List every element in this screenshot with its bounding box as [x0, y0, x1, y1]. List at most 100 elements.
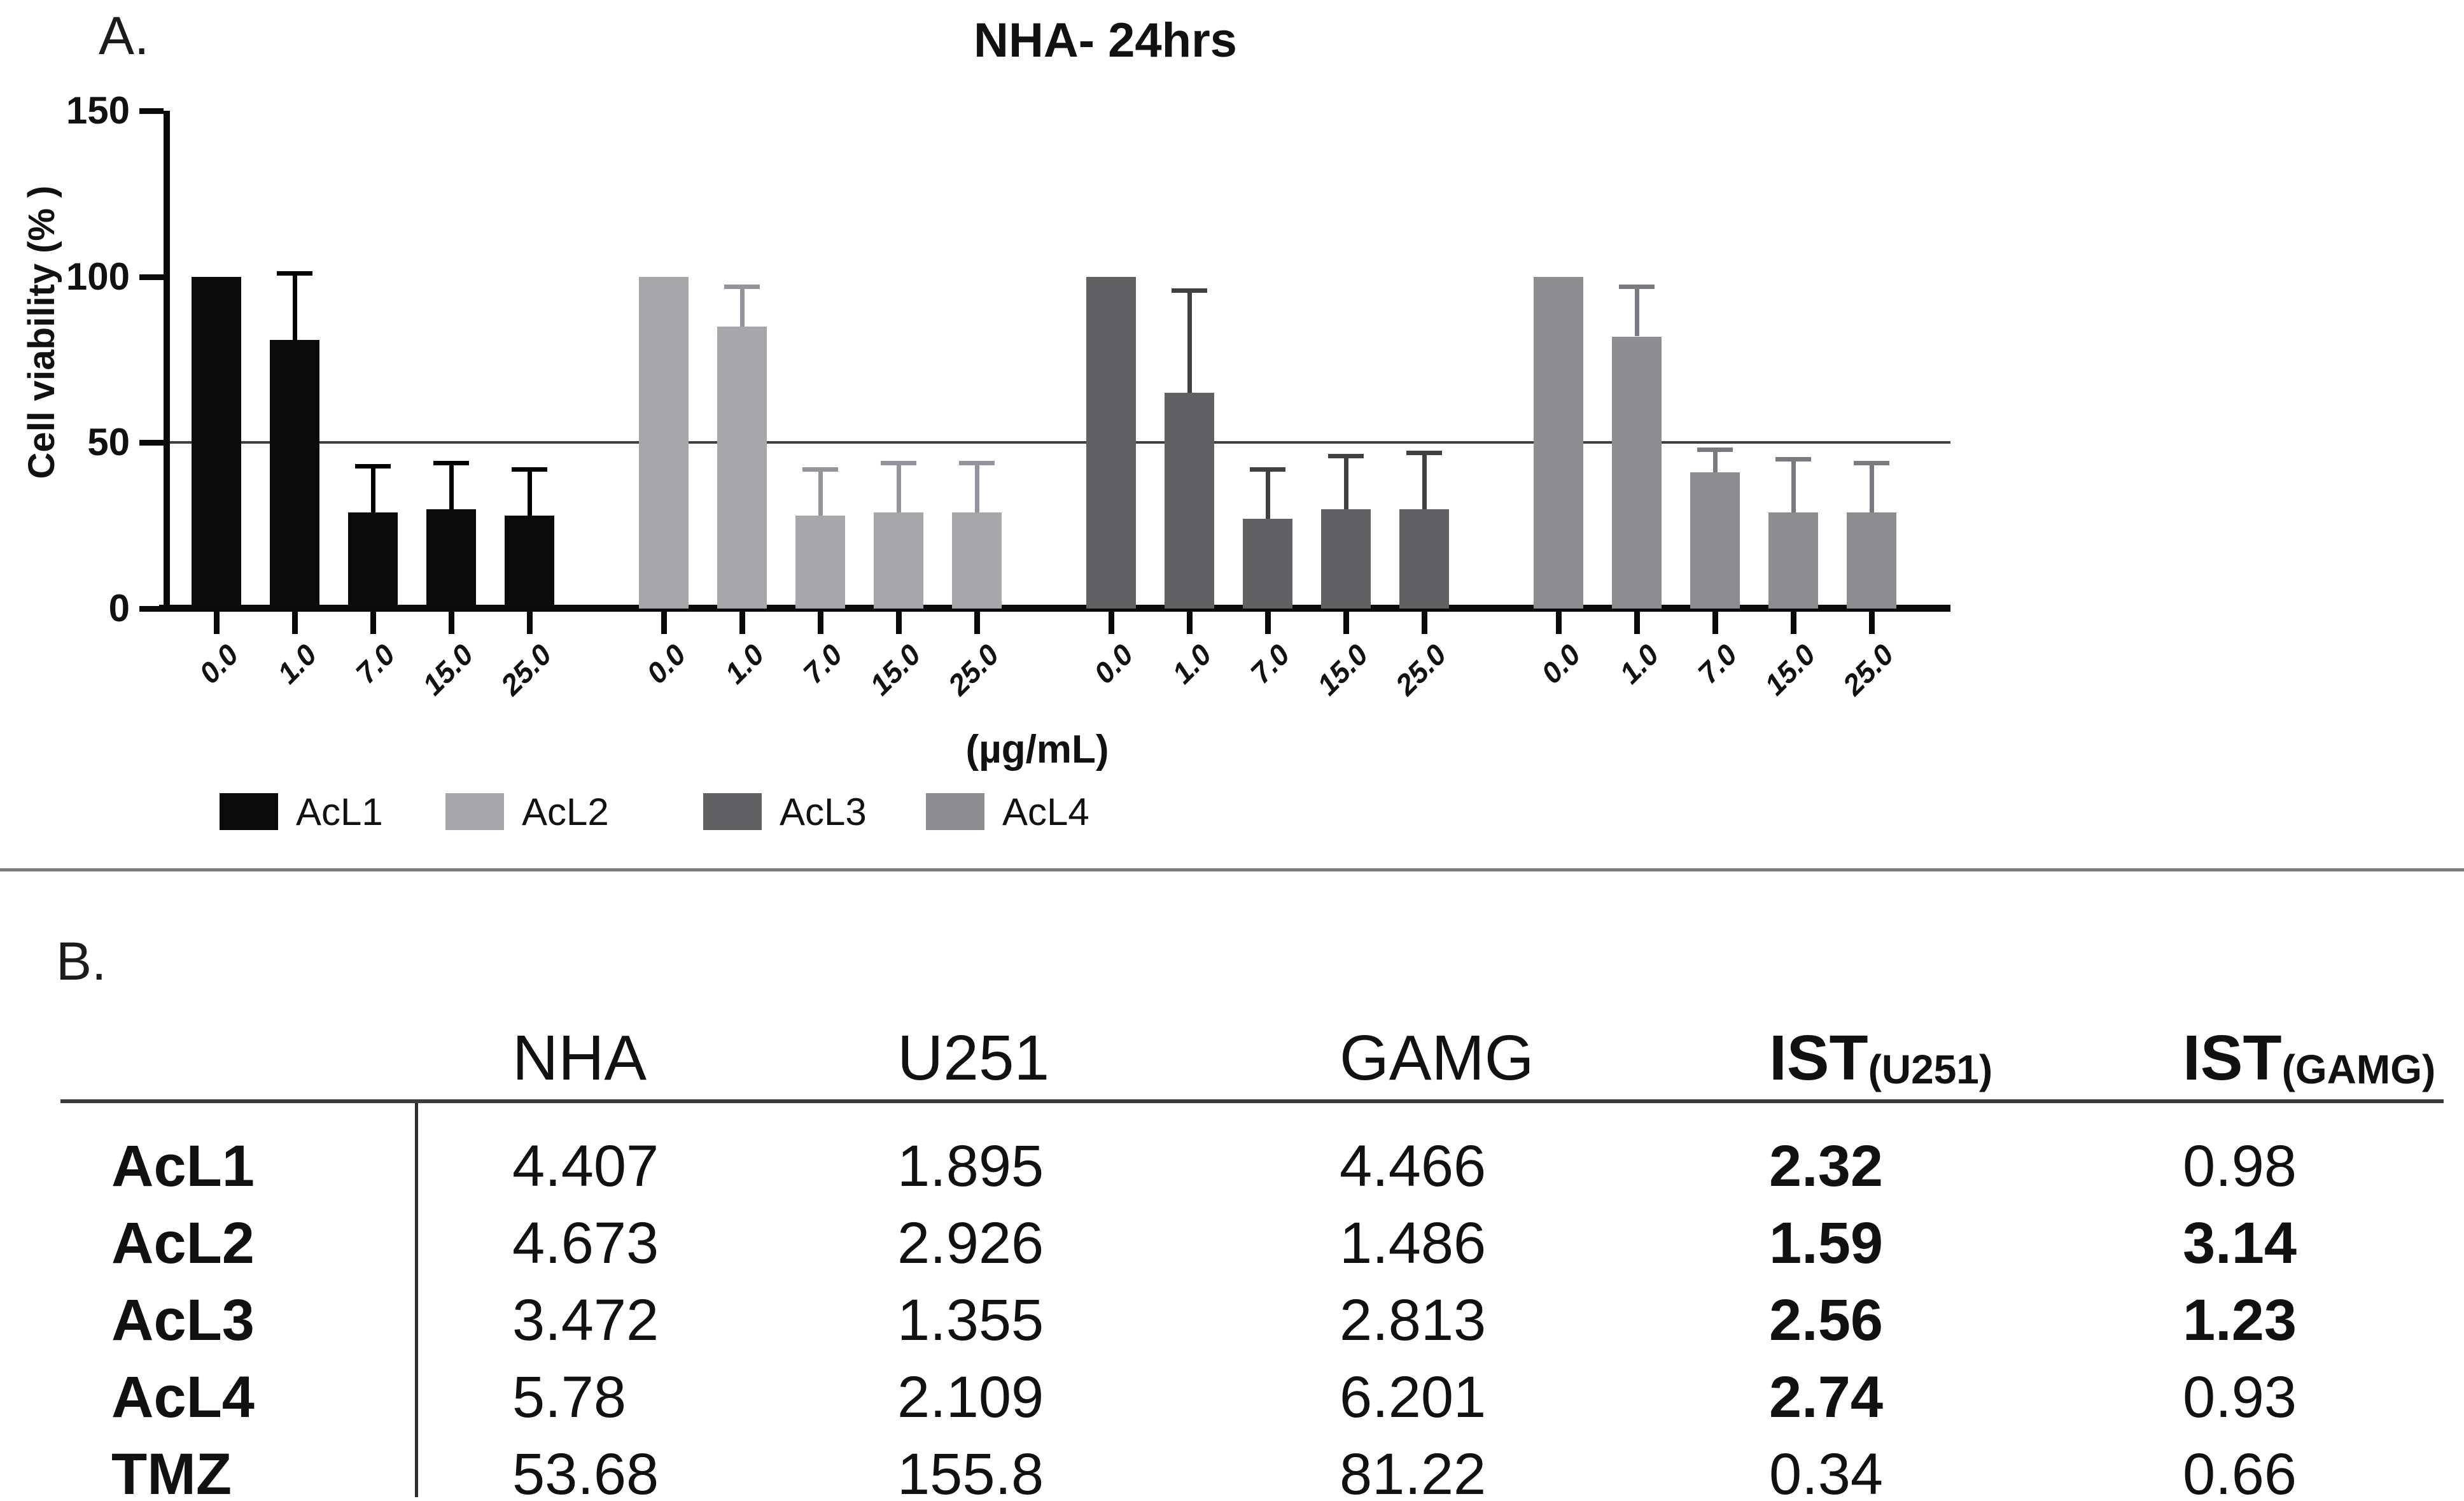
error-bar-cap: [1854, 460, 1889, 465]
error-bar-cap: [1172, 288, 1207, 293]
table-cell-AcL2-NHA: 4.673: [512, 1211, 659, 1276]
table-row-label-AcL2: AcL2: [111, 1211, 255, 1276]
x-axis-tick: [292, 610, 298, 634]
y-axis-tick: [139, 108, 164, 114]
table-cell-AcL3-GAMG: 2.813: [1340, 1288, 1487, 1353]
table-cell-AcL4-NHA: 5.78: [512, 1365, 627, 1430]
table-header-GAMG: GAMG: [1340, 1026, 1534, 1090]
table-cell-AcL1-IST(GAMG): 0.98: [2183, 1134, 2297, 1199]
error-bar-stem: [1422, 452, 1427, 509]
y-axis-tick-label: 100: [66, 255, 130, 298]
table-row-label-TMZ: TMZ: [111, 1442, 232, 1501]
table-cell-AcL3-IST(U251): 2.56: [1769, 1288, 1884, 1353]
y-axis-tick-label: 150: [66, 89, 130, 132]
x-axis-tick: [1634, 610, 1640, 634]
table-cell-AcL1-NHA: 4.407: [512, 1134, 659, 1199]
legend-label-AcL1: AcL1: [296, 791, 383, 833]
x-axis-tick: [1265, 610, 1271, 634]
bar-AcL4-7.0: [1690, 472, 1740, 609]
table-cell-AcL2-U251: 2.926: [897, 1211, 1044, 1276]
table-cell-AcL1-U251: 1.895: [897, 1134, 1044, 1199]
bar-AcL1-1.0: [270, 339, 319, 609]
x-axis-tick: [449, 610, 454, 634]
table-cell-AcL3-NHA: 3.472: [512, 1288, 659, 1353]
legend-label-AcL2: AcL2: [522, 791, 609, 833]
x-axis-tick: [661, 610, 667, 634]
x-axis-tick: [1556, 610, 1562, 634]
x-axis-tick: [818, 610, 823, 634]
table-row-label-AcL1: AcL1: [111, 1134, 255, 1199]
error-bar-cap: [724, 285, 760, 290]
bar-chart-plot-area: 0 50 100 150 0.0 1.0 7.0 15.0 25.0 0.0 1.0 7.0 15.0 2…: [66, 89, 1950, 701]
y-axis-tick: [139, 440, 164, 446]
bar-AcL1-7.0: [348, 512, 398, 609]
table-header-main: GAMG: [1340, 1022, 1534, 1094]
error-bar-stem: [292, 273, 297, 340]
table-cell-TMZ-IST(GAMG): 0.66: [2183, 1442, 2297, 1501]
table-cell-AcL4-U251: 2.109: [897, 1365, 1044, 1430]
error-bar-cap: [881, 460, 916, 465]
error-bar-stem: [896, 462, 901, 512]
x-axis-tick: [896, 610, 902, 634]
x-axis-tick: [1109, 610, 1114, 634]
y-axis-tick-label: 50: [87, 421, 130, 464]
table-header-IST(GAMG): IST(GAMG): [2183, 1026, 2435, 1097]
table-cell-TMZ-NHA: 53.68: [512, 1442, 659, 1501]
legend-swatch-AcL2: [445, 793, 504, 830]
error-bar-stem: [1265, 469, 1270, 519]
error-bar-cap: [1250, 467, 1285, 472]
legend-swatch-AcL1: [220, 793, 278, 830]
table-cell-AcL3-U251: 1.355: [897, 1288, 1044, 1353]
error-bar-stem: [1343, 456, 1348, 509]
error-bar-cap: [1619, 285, 1655, 290]
error-bar-cap: [1775, 457, 1811, 462]
x-axis-tick: [1791, 610, 1796, 634]
legend-swatch-AcL4: [926, 793, 984, 830]
table-cell-AcL2-IST(GAMG): 3.14: [2183, 1211, 2297, 1276]
x-axis-tick: [974, 610, 980, 634]
legend-label-AcL4: AcL4: [1002, 791, 1089, 833]
bar-AcL3-1.0: [1165, 393, 1214, 609]
x-axis-tick: [370, 610, 376, 634]
table-cell-AcL4-GAMG: 6.201: [1340, 1365, 1487, 1430]
table-row-label-AcL4: AcL4: [111, 1365, 255, 1430]
table-cell-AcL2-GAMG: 1.486: [1340, 1211, 1487, 1276]
chart-title: NHA- 24hrs: [974, 13, 1237, 67]
error-bar-cap: [1406, 450, 1442, 455]
error-bar-stem: [818, 469, 823, 516]
x-axis-tick: [1869, 610, 1875, 634]
bar-AcL2-1.0: [717, 326, 767, 609]
error-bar-stem: [527, 469, 532, 516]
error-bar-stem: [974, 462, 979, 512]
y-axis-tick-label: 0: [108, 587, 130, 630]
x-axis-line: [159, 605, 1950, 612]
error-bar-stem: [739, 286, 745, 327]
x-axis-tick: [527, 610, 533, 634]
bar-AcL1-0.0: [192, 276, 241, 609]
table-header-subscript: (U251): [1868, 1046, 1993, 1092]
error-bar-cap: [355, 463, 391, 469]
bar-AcL1-25.0: [505, 516, 554, 609]
bar-AcL4-1.0: [1612, 336, 1662, 609]
bar-AcL3-7.0: [1243, 519, 1292, 609]
legend-label-AcL3: AcL3: [780, 791, 867, 833]
error-bar-stem: [1791, 459, 1796, 512]
bar-AcL2-0.0: [639, 276, 689, 609]
table-header-main: NHA: [512, 1022, 647, 1094]
x-axis-tick: [1712, 610, 1718, 634]
error-bar-stem: [1869, 462, 1874, 512]
table-cell-TMZ-GAMG: 81.22: [1340, 1442, 1487, 1501]
table-cell-AcL1-IST(U251): 2.32: [1769, 1134, 1884, 1199]
table-header-main: U251: [897, 1022, 1050, 1094]
table-header-NHA: NHA: [512, 1026, 647, 1090]
table-header-main: IST: [2183, 1022, 2282, 1094]
bar-AcL4-25.0: [1847, 512, 1896, 609]
bar-AcL3-25.0: [1399, 509, 1449, 609]
panel-divider: [0, 868, 2464, 871]
table-header-U251: U251: [897, 1026, 1049, 1090]
x-axis-tick: [1343, 610, 1349, 634]
table-cell-AcL4-IST(U251): 2.74: [1769, 1365, 1884, 1430]
table-header-subscript: (GAMG): [2281, 1046, 2436, 1092]
x-axis-tick: [1422, 610, 1427, 634]
error-bar-stem: [1634, 286, 1639, 337]
